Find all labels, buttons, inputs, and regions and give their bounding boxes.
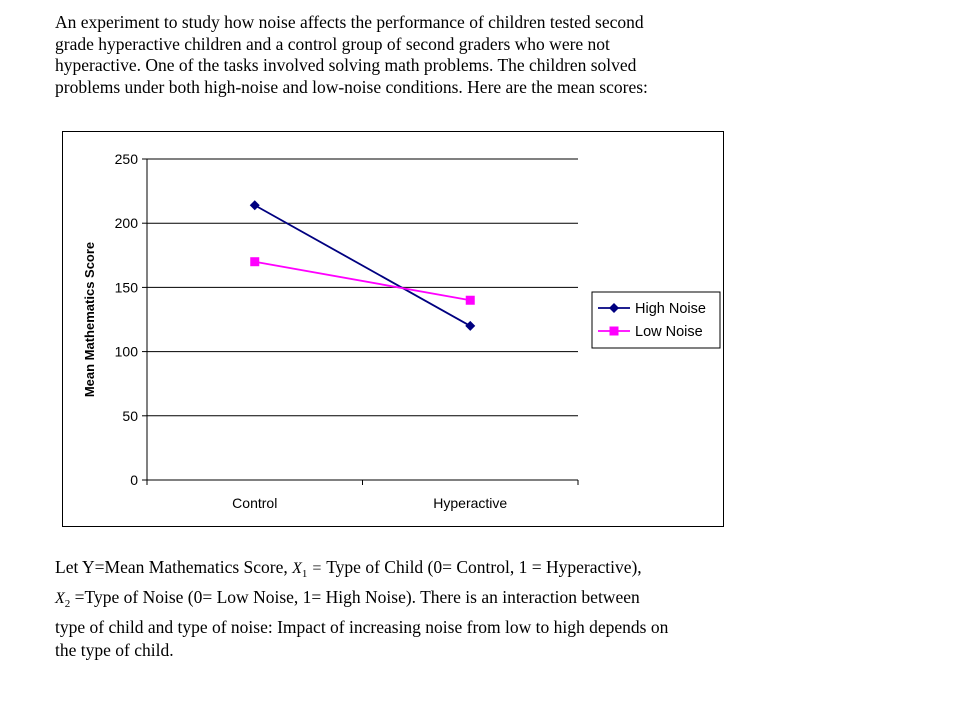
legend-label: High Noise — [635, 301, 706, 317]
outro-text: type of child and type of noise: Impact … — [55, 617, 669, 638]
legend-marker — [609, 303, 619, 313]
y-tick-label: 50 — [122, 408, 138, 424]
y-tick-label: 0 — [130, 472, 138, 488]
y-axis-label: Mean Mathematics Score — [82, 242, 97, 397]
outro-text: Type of Child (0= Control, 1 = Hyperacti… — [326, 557, 642, 577]
y-tick-label: 200 — [115, 215, 139, 231]
y-tick-label: 150 — [115, 279, 139, 295]
x1-symbol: X1 = — [292, 560, 327, 581]
x-tick-label: Hyperactive — [433, 495, 507, 511]
outro-paragraph: Let Y=Mean Mathematics Score, X1 = Type … — [55, 556, 775, 662]
chart-area: 0 50 100 150 200 250 Control Hyperactive Mean Ma… — [62, 131, 724, 527]
outro-text: Let Y=Mean Mathematics Score, — [55, 557, 293, 577]
y-tick-label: 250 — [115, 151, 139, 167]
legend-box — [591, 291, 721, 349]
data-point — [249, 200, 260, 211]
intro-line: grade hyperactive children and a control… — [55, 33, 610, 54]
series-line — [254, 260, 471, 302]
line-chart: 0 50 100 150 200 250 Control Hyperactive Mean Ma… — [82, 151, 721, 511]
data-point — [250, 257, 260, 267]
legend-label: Low Noise — [635, 324, 703, 340]
series-line — [254, 204, 471, 327]
data-point — [465, 320, 476, 331]
intro-paragraph: An experiment to study how noise affects… — [55, 12, 755, 98]
outro-text: =Type of Noise (0= Low Noise, 1= High No… — [70, 587, 640, 608]
outro-text: the type of child. — [55, 640, 174, 661]
y-tick-label: 100 — [115, 344, 139, 360]
intro-line: problems under both high-noise and low-n… — [55, 76, 648, 97]
intro-line: hyperactive. One of the tasks involved s… — [55, 55, 637, 75]
intro-line: An experiment to study how noise affects… — [55, 12, 644, 32]
data-point — [465, 295, 475, 305]
legend-marker — [609, 326, 619, 336]
x-tick-label: Control — [232, 495, 277, 511]
x2-symbol: X2 — [55, 590, 71, 611]
